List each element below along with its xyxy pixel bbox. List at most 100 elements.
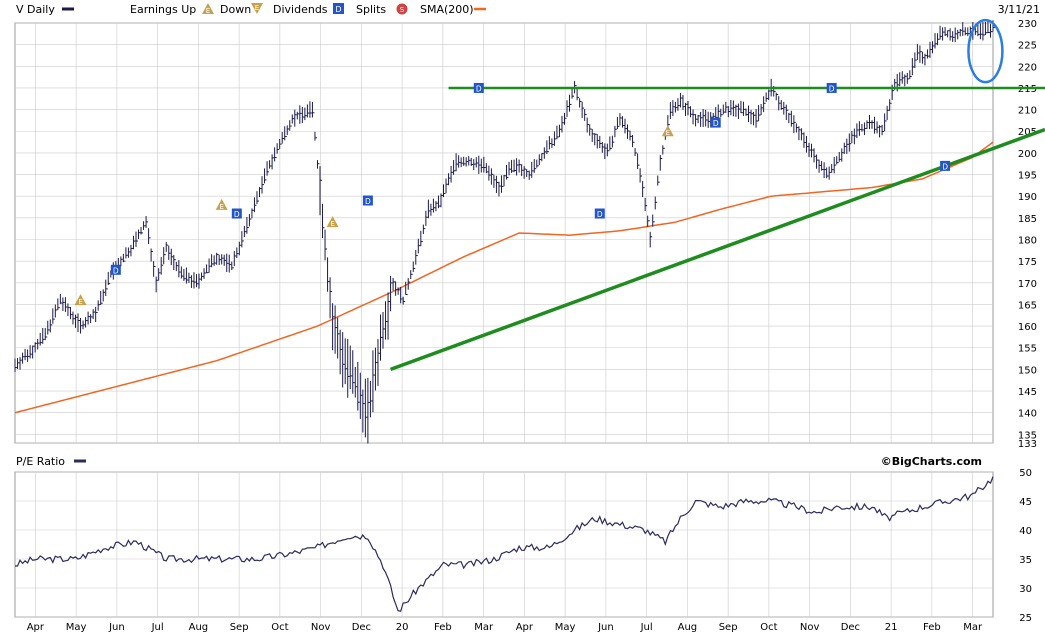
earnings-marker-icon: E	[661, 125, 674, 137]
price-tick-label: 180	[1018, 235, 1037, 246]
month-tick-label: Jul	[640, 622, 653, 633]
month-tick-label: Dec	[352, 622, 371, 633]
symbol-label: V Daily	[16, 3, 55, 16]
month-tick-label: Aug	[189, 622, 209, 633]
price-panel-frame	[14, 22, 994, 444]
price-grid	[15, 22, 993, 444]
x-grid	[35, 23, 973, 443]
month-tick-label: May	[555, 622, 576, 633]
watermark: ©BigCharts.com	[881, 455, 982, 468]
earnings-marker-icon: E	[74, 294, 87, 306]
month-tick-label: Nov	[311, 622, 331, 633]
earnings-marker-glyph: E	[78, 298, 82, 306]
dividend-marker-shape	[110, 264, 121, 275]
price-tick-label: 170	[1018, 279, 1037, 290]
dividend-marker-glyph: D	[365, 197, 371, 206]
chart-header: V Daily Earnings Up E Down E Dividends D…	[16, 3, 1040, 16]
month-tick-label: Mar	[963, 622, 983, 633]
price-tick-label: 150	[1018, 365, 1037, 376]
price-tick-label: 195	[1018, 171, 1037, 182]
dividend-marker-icon: D	[940, 160, 951, 171]
month-tick-label: Sep	[719, 622, 738, 633]
price-tick-label: 133	[1018, 439, 1037, 450]
svg-text:E: E	[255, 4, 259, 12]
dividend-marker-icon: D	[362, 195, 373, 206]
month-tick-label: Sep	[230, 622, 249, 633]
price-tick-label: 205	[1018, 127, 1037, 138]
month-tick-label: Jul	[151, 622, 164, 633]
month-tick-label: Oct	[760, 622, 777, 633]
split-icon: S	[396, 3, 408, 15]
dividend-icon: D	[333, 3, 344, 14]
price-tick-label: 165	[1018, 300, 1037, 311]
sma-200-line	[14, 141, 994, 414]
dividend-marker-shape	[826, 82, 837, 93]
month-tick-label: Feb	[434, 622, 452, 633]
svg-text:S: S	[400, 6, 405, 14]
price-tick-label: 210	[1018, 106, 1037, 117]
event-markers: E E E E D D D D D D D D	[74, 82, 951, 306]
earnings-up-label: Earnings Up	[130, 3, 196, 16]
price-tick-label: 175	[1018, 257, 1037, 268]
month-tick-label: Aug	[678, 622, 698, 633]
date-label: 3/11/21	[998, 3, 1040, 16]
month-tick-label: Feb	[923, 622, 941, 633]
pe-tick-label: 40	[1019, 526, 1032, 537]
price-tick-label: 145	[1018, 387, 1037, 398]
month-tick-label: Apr	[516, 622, 534, 633]
dividend-marker-icon: D	[473, 82, 484, 93]
highlight-circle	[967, 18, 1004, 84]
pe-tick-label: 35	[1019, 555, 1032, 566]
earnings-marker-glyph: E	[219, 203, 223, 211]
month-tick-label: Nov	[800, 622, 820, 633]
earnings-marker-glyph: E	[330, 220, 334, 228]
price-tick-label: 155	[1018, 344, 1037, 355]
month-tick-label: 21	[885, 622, 898, 633]
pe-axis: 25 30 35 40 45 50	[1019, 468, 1032, 624]
month-axis: Apr May Jun Jul Aug Sep Oct Nov Dec 20 Feb Mar Apr Ma…	[27, 622, 983, 633]
dividend-marker-icon: D	[826, 82, 837, 93]
earnings-marker-shape	[661, 125, 674, 137]
earnings-marker-icon: E	[326, 216, 339, 228]
price-tick-label: 215	[1018, 84, 1037, 95]
dividend-marker-glyph: D	[113, 266, 119, 275]
dividend-marker-shape	[473, 82, 484, 93]
dividend-marker-icon: D	[231, 208, 242, 219]
price-tick-label: 190	[1018, 192, 1037, 203]
month-tick-label: May	[66, 622, 87, 633]
price-tick-label: 200	[1018, 149, 1037, 160]
earnings-marker-glyph: E	[666, 129, 670, 137]
pe-panel-frame	[14, 471, 994, 618]
ascending-trendline	[389, 127, 1045, 372]
dividend-marker-icon: D	[710, 117, 721, 128]
price-tick-label: 160	[1018, 322, 1037, 333]
month-tick-label: Oct	[271, 622, 288, 633]
price-tick-label: 220	[1018, 62, 1037, 73]
price-tick-label: 135	[1018, 430, 1037, 441]
dividend-marker-shape	[594, 208, 605, 219]
pe-tick-label: 45	[1019, 497, 1032, 508]
dividend-marker-glyph: D	[597, 210, 603, 219]
dividend-marker-glyph: D	[829, 84, 835, 93]
pe-ratio-line	[15, 476, 994, 612]
sma-label: SMA(200)	[420, 3, 474, 16]
svg-text:E: E	[206, 7, 210, 15]
price-tick-label: 225	[1018, 41, 1037, 52]
month-tick-label: Apr	[27, 622, 45, 633]
pe-tick-label: 30	[1019, 584, 1032, 595]
price-tick-label: 230	[1018, 19, 1037, 30]
svg-text:D: D	[335, 5, 341, 14]
month-tick-label: Jun	[597, 622, 614, 633]
price-tick-label: 185	[1018, 214, 1037, 225]
dividend-marker-shape	[940, 160, 951, 171]
month-tick-label: Jun	[108, 622, 125, 633]
month-tick-label: Mar	[474, 622, 494, 633]
month-tick-label: Dec	[841, 622, 860, 633]
pe-tick-label: 50	[1019, 468, 1032, 479]
dividend-marker-shape	[231, 208, 242, 219]
dividend-marker-glyph: D	[476, 84, 482, 93]
dividend-marker-glyph: D	[942, 162, 948, 171]
earnings-marker-shape	[215, 198, 228, 210]
earnings-up-icon: E	[202, 3, 214, 15]
